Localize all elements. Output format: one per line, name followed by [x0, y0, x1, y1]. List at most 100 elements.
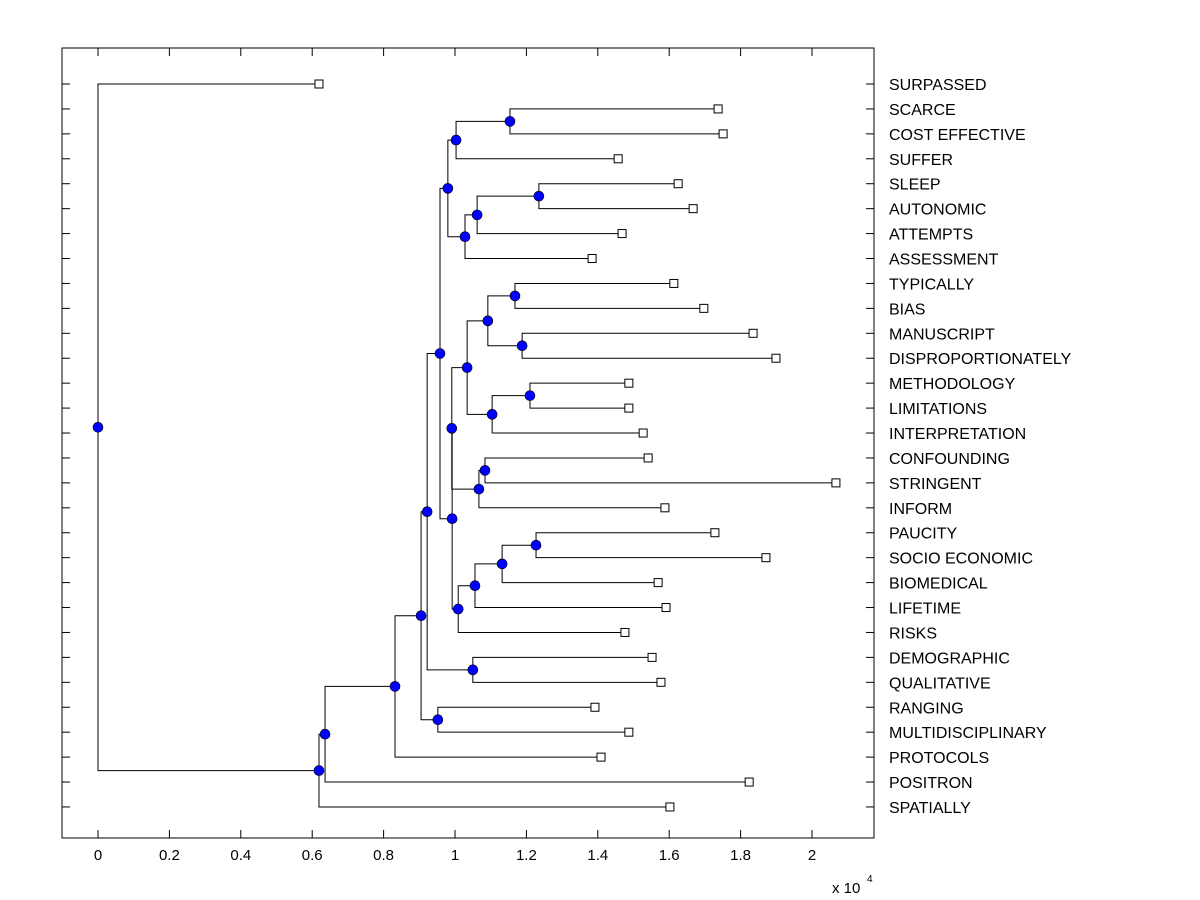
leaf-label: SUFFER	[889, 152, 953, 169]
branch-node	[471, 209, 483, 221]
leaf-marker	[718, 129, 728, 139]
leaf-label: DEMOGRAPHIC	[889, 650, 1010, 667]
branch-node	[452, 603, 464, 615]
leaf-marker	[613, 154, 623, 164]
tree-edge	[394, 686, 602, 758]
leaf-label: INFORM	[889, 501, 952, 518]
tree-edge	[501, 544, 537, 564]
leaf-label: SCARCE	[889, 102, 956, 119]
leaf-label: STRINGENT	[889, 476, 982, 493]
tree-edge	[474, 585, 666, 609]
leaf-label: LIFETIME	[889, 601, 961, 618]
branch-node	[446, 423, 458, 434]
tree-edge	[491, 395, 530, 415]
leaf-marker	[617, 229, 627, 239]
leaf-label: INTERPRETATION	[889, 426, 1026, 443]
leaf-marker	[624, 727, 634, 737]
leaf-marker	[590, 702, 600, 712]
leaf-label: SOCIO ECONOMIC	[889, 551, 1033, 568]
x-tick-label: 0.8	[373, 847, 394, 864]
leaf-label: CONFOUNDING	[889, 451, 1010, 468]
x-multiplier-base: x 10	[832, 880, 860, 897]
leaf-marker	[761, 553, 771, 563]
branch-node	[504, 116, 516, 127]
tree-edge	[466, 320, 488, 368]
tree-edge	[97, 427, 319, 772]
branch-node	[473, 483, 485, 495]
branch-node	[469, 580, 481, 592]
tree-edge	[455, 140, 619, 160]
x-tick-label: 0.6	[302, 847, 323, 864]
leaf-label: BIOMEDICAL	[889, 576, 988, 593]
leaf-markers	[314, 79, 841, 812]
branch-node	[442, 183, 454, 194]
x-tick-label: 1	[451, 847, 459, 864]
branch-node	[446, 513, 458, 525]
branch-node	[482, 315, 494, 327]
branch-node	[459, 231, 471, 242]
leaf-label: BIAS	[889, 301, 925, 318]
leaf-marker	[653, 578, 663, 588]
branch-node	[461, 362, 473, 373]
tree-edge	[476, 195, 539, 215]
x-multiplier-exponent: 4	[867, 874, 873, 885]
node-markers	[92, 116, 545, 776]
tree-edge	[457, 585, 475, 610]
branch-node	[450, 134, 462, 146]
leaf-label: SURPASSED	[889, 77, 987, 94]
branch-node	[313, 765, 325, 776]
branch-node	[467, 664, 479, 676]
leaf-label: RANGING	[889, 700, 964, 717]
leaf-label: POSITRON	[889, 775, 973, 792]
leaf-marker	[713, 104, 723, 114]
branch-node	[533, 190, 545, 202]
leaf-label: ATTEMPTS	[889, 227, 973, 244]
leaf-marker	[638, 428, 648, 438]
tree-edge	[476, 214, 623, 235]
leaf-label: ASSESSMENT	[889, 252, 999, 269]
x-multiplier: x 10 4	[832, 874, 873, 897]
leaf-marker	[314, 79, 324, 89]
branch-node	[524, 390, 536, 401]
leaf-label: PAUCITY	[889, 526, 957, 543]
leaf-marker	[620, 627, 630, 637]
branch-node	[530, 539, 542, 551]
leaf-marker	[647, 652, 657, 662]
tree-edge	[394, 615, 422, 687]
leaf-labels: SURPASSED SCARCE COST EFFECTIVE SUFFER SLEEP…	[889, 77, 1072, 817]
tree-edge	[324, 734, 750, 783]
axis-ticks: 0 0.2 0.4 0.6 0.8 1 1.2 1.4 1.6 1.8 2	[62, 48, 874, 864]
x-tick-label: 1.2	[516, 847, 537, 864]
tree-edge	[324, 685, 396, 735]
leaf-label: MANUSCRIPT	[889, 326, 995, 343]
leaf-label: QUALITATIVE	[889, 675, 991, 692]
tree-edge	[487, 320, 523, 347]
tree-edge	[318, 770, 670, 808]
x-tick-label: 0.2	[159, 847, 180, 864]
leaf-label: SPATIALLY	[889, 800, 971, 817]
leaf-label: METHODOLOGY	[889, 376, 1016, 393]
leaf-marker	[688, 204, 698, 214]
tree-edge	[474, 563, 503, 586]
tree-edge	[447, 188, 465, 238]
branch-node	[486, 409, 498, 420]
tree-edge	[464, 236, 593, 260]
leaf-marker	[673, 179, 683, 189]
branch-node	[432, 714, 444, 726]
leaf-marker	[831, 478, 841, 488]
tree-edge	[491, 414, 644, 434]
leaf-marker	[771, 353, 781, 363]
axes-frame	[61, 47, 875, 839]
branch-node	[92, 421, 104, 433]
branch-node	[496, 558, 508, 570]
leaf-marker	[665, 802, 675, 812]
branch-node	[479, 465, 491, 476]
leaf-marker	[744, 777, 754, 787]
leaf-marker	[748, 328, 758, 338]
tree-edge	[457, 609, 625, 633]
leaf-label: DISPROPORTIONATELY	[889, 351, 1072, 368]
leaf-label: TYPICALLY	[889, 276, 974, 293]
leaf-marker	[710, 528, 720, 538]
tree-edge	[466, 367, 493, 415]
